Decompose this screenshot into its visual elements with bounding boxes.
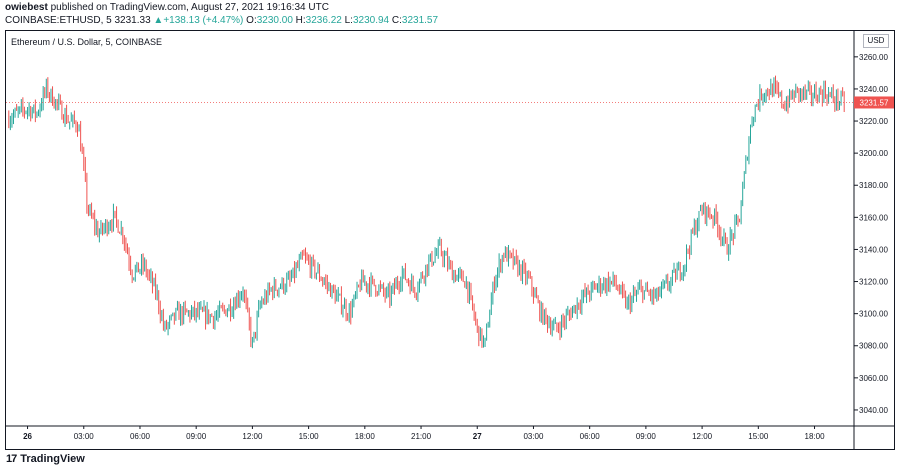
last-price-badge <box>854 96 894 109</box>
x-tick-label: 06:00 <box>130 432 151 441</box>
x-tick-label: 12:00 <box>242 432 263 441</box>
publish-info: owiebest published on TradingView.com, A… <box>5 2 329 13</box>
y-tick-label: 3040.00 <box>859 406 888 415</box>
x-tick-label: 15:00 <box>748 432 769 441</box>
x-tick-label: 18:00 <box>805 432 826 441</box>
x-tick-label: 06:00 <box>580 432 601 441</box>
close-value: 3231.57 <box>401 15 439 26</box>
x-tick-label: 15:00 <box>299 432 320 441</box>
price-change: +138.13 (+4.47%) <box>163 15 244 26</box>
author-name: owiebest <box>5 2 48 13</box>
high-value: 3236.22 <box>305 15 342 26</box>
low-value: 3230.94 <box>352 15 390 26</box>
high-label: H: <box>295 15 306 26</box>
tradingview-footer[interactable]: 17 TradingView <box>6 453 85 465</box>
brand-name: TradingView <box>20 453 85 465</box>
y-tick-label: 3200.00 <box>859 149 888 158</box>
open-value: 3230.00 <box>256 15 293 26</box>
currency-badge[interactable]: USD <box>863 34 889 48</box>
x-tick-label: 09:00 <box>636 432 657 441</box>
x-tick-label: 12:00 <box>692 432 713 441</box>
last-price: 3231.33 <box>114 15 151 26</box>
x-tick-label: 18:00 <box>355 432 376 441</box>
y-tick-label: 3160.00 <box>859 213 888 222</box>
ticker-line: COINBASE:ETHUSD, 5 3231.33 ▲+138.13 (+4.… <box>5 15 438 26</box>
x-tick-label: 27 <box>473 432 482 441</box>
y-tick-label: 3120.00 <box>859 278 888 287</box>
y-tick-label: 3220.00 <box>859 117 888 126</box>
x-tick-label: 03:00 <box>74 432 95 441</box>
x-tick-label: 09:00 <box>186 432 207 441</box>
y-tick-label: 3060.00 <box>859 374 888 383</box>
x-tick-label: 26 <box>23 432 32 441</box>
low-label: L: <box>344 15 353 26</box>
ticker-symbol: COINBASE:ETHUSD, 5 <box>5 15 112 26</box>
chart-frame <box>5 30 895 450</box>
x-tick-label: 21:00 <box>411 432 432 441</box>
x-tick-label: 03:00 <box>523 432 544 441</box>
y-tick-label: 3180.00 <box>859 181 888 190</box>
published-text: published on TradingView.com, August 27,… <box>50 2 329 13</box>
open-label: O: <box>246 15 257 26</box>
last-price-label: 3231.57 <box>860 98 889 107</box>
y-tick-label: 3240.00 <box>859 85 888 94</box>
y-tick-label: 3140.00 <box>859 245 888 254</box>
up-arrow-icon: ▲ <box>153 15 164 26</box>
close-label: C: <box>391 15 402 26</box>
chart-title: Ethereum / U.S. Dollar, 5, COINBASE <box>11 37 163 47</box>
y-tick-label: 3100.00 <box>859 310 888 319</box>
tradingview-logo-icon: 17 <box>6 453 17 465</box>
y-tick-label: 3260.00 <box>859 53 888 62</box>
y-tick-label: 3080.00 <box>859 342 888 351</box>
